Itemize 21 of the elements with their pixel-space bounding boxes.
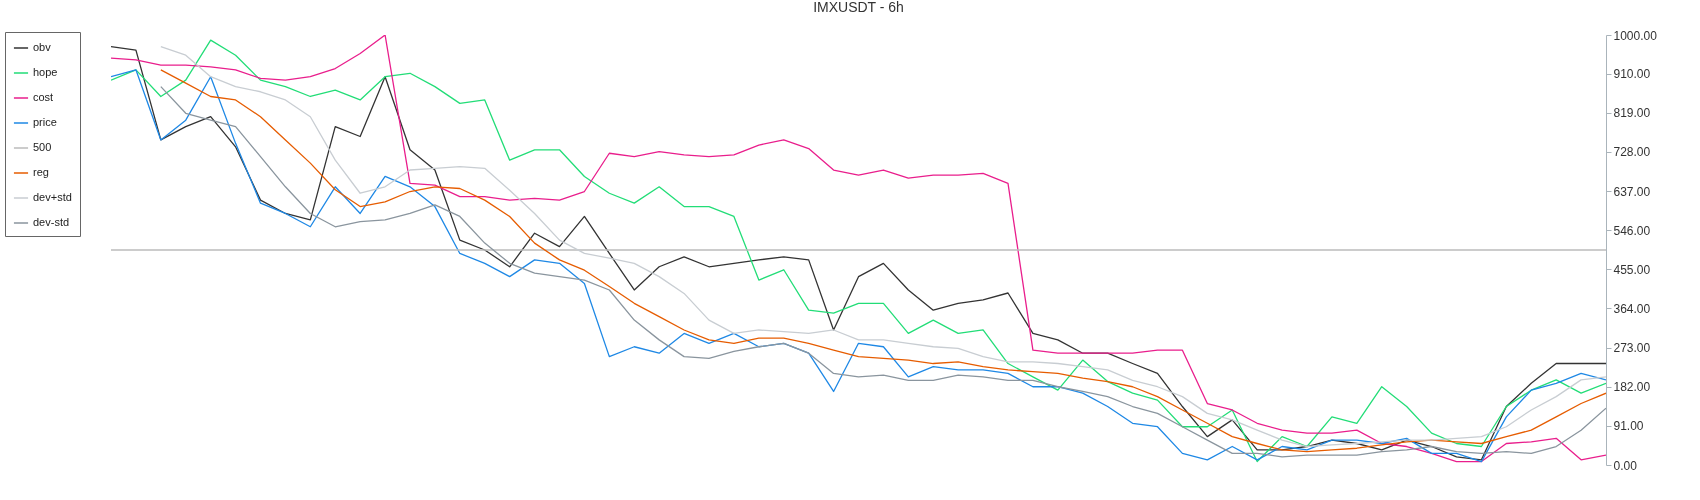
y-tick-label: 910.00 (1613, 67, 1651, 82)
legend-label: reg (33, 166, 49, 178)
y-tick-label: 637.00 (1613, 184, 1651, 199)
legend-label: 500 (33, 141, 52, 153)
y-tick-label: 91.00 (1613, 419, 1644, 434)
y-tick-label: 728.00 (1613, 145, 1651, 160)
legend-label: hope (33, 66, 58, 78)
legend-label: obv (33, 41, 52, 53)
legend-label: dev-std (33, 216, 70, 228)
y-tick-label: 182.00 (1613, 380, 1651, 395)
y-tick-label: 1000.00 (1613, 28, 1658, 43)
chart-title: IMXUSDT - 6h (813, 0, 904, 15)
y-tick-label: 364.00 (1613, 301, 1651, 316)
legend-label: price (33, 116, 57, 128)
y-tick-label: 455.00 (1613, 262, 1651, 277)
y-tick-label: 0.00 (1613, 458, 1638, 473)
y-tick-label: 819.00 (1613, 106, 1651, 121)
y-tick-label: 273.00 (1613, 341, 1651, 356)
legend-label: dev+std (33, 191, 72, 203)
legend-label: cost (33, 91, 54, 103)
y-tick-label: 546.00 (1613, 223, 1651, 238)
